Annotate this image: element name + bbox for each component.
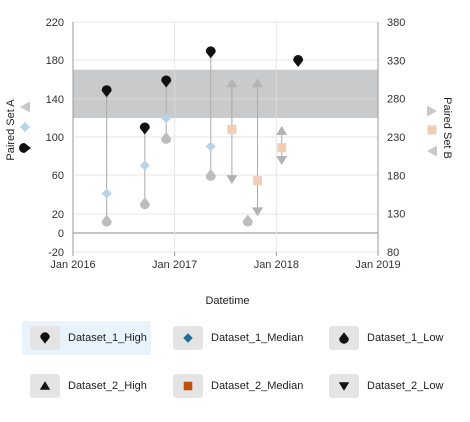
- threshold-band: [73, 69, 378, 118]
- drop-icon: [30, 326, 60, 350]
- y-left-tick-label: 20: [52, 209, 64, 221]
- legend-label: Dataset_2_Median: [211, 380, 304, 392]
- data-point: [252, 207, 264, 217]
- data-point: [161, 113, 172, 123]
- drop-inverse-icon: [329, 326, 359, 350]
- legend-label: Dataset_1_Median: [211, 332, 304, 344]
- y-left-tick-label: 100: [46, 132, 64, 144]
- data-point: [101, 214, 112, 227]
- legend-marker: [40, 332, 50, 344]
- data-point: [205, 46, 216, 59]
- diamond-icon: [173, 326, 203, 350]
- y-right-tick-label: 330: [387, 55, 405, 67]
- axis-legend-right-marker: [427, 125, 437, 135]
- legend-item-dataset-1-median[interactable]: Dataset_1_Median: [165, 321, 315, 355]
- legend-marker: [183, 381, 193, 391]
- triangle-up-icon: [30, 374, 60, 398]
- legend-item-dataset-1-low[interactable]: Dataset_1_Low: [321, 321, 461, 355]
- data-point: [293, 54, 304, 67]
- y-right-tick-label: 280: [387, 94, 405, 106]
- series-dataset-1-low: [101, 131, 253, 227]
- data-point: [226, 175, 238, 185]
- y-right-tick-label: 230: [387, 132, 405, 144]
- legend-marker: [338, 382, 350, 391]
- x-tick-label: Jan 2016: [50, 259, 95, 271]
- data-point: [139, 160, 150, 171]
- y-right-tick-label: 80: [387, 247, 399, 259]
- legend-label: Dataset_1_High: [68, 332, 147, 344]
- axis-legend-left-marker: [20, 122, 30, 132]
- legend-marker: [183, 333, 193, 343]
- legend-marker: [39, 381, 51, 390]
- x-axis-title: Datetime: [205, 295, 249, 307]
- data-point: [101, 188, 112, 199]
- y-left-tick-label: -20: [48, 247, 64, 259]
- data-point: [276, 125, 288, 135]
- data-point: [277, 143, 287, 153]
- data-point: [139, 197, 150, 210]
- data-point: [101, 85, 112, 98]
- legend-item-dataset-2-high[interactable]: Dataset_2_High: [22, 369, 151, 403]
- axis-legend-right-marker: [427, 145, 437, 157]
- y-left-tick-label: 60: [52, 170, 64, 182]
- data-point: [242, 214, 253, 227]
- y-left-axis-title: Paired Set A: [5, 99, 17, 161]
- legend-label: Dataset_2_High: [68, 380, 147, 392]
- data-point: [276, 156, 288, 165]
- series-dataset-2-high: [226, 78, 288, 135]
- y-right-tick-label: 130: [387, 209, 405, 221]
- legend-item-dataset-1-high[interactable]: Dataset_1_High: [22, 321, 151, 355]
- series-dataset-1-median: [101, 113, 216, 199]
- series-dataset-2-low: [226, 156, 288, 217]
- data-point: [226, 78, 238, 88]
- data-point: [205, 169, 216, 181]
- y-right-axis-title: Paired Set B: [441, 97, 453, 159]
- y-left-tick-label: 140: [46, 94, 64, 106]
- data-point: [227, 124, 237, 134]
- axis-legend-right-marker: [427, 105, 437, 117]
- legend-marker: [339, 332, 349, 344]
- axis-legend-left-marker: [19, 143, 31, 153]
- y-left-tick-label: 220: [46, 17, 64, 29]
- data-point: [205, 141, 216, 152]
- x-tick-label: Jan 2017: [152, 259, 197, 271]
- series-dataset-1-high: [101, 46, 304, 135]
- x-tick-label: Jan 2019: [355, 259, 400, 271]
- data-point: [161, 131, 172, 144]
- data-point: [253, 176, 263, 186]
- y-right-tick-label: 180: [387, 170, 405, 182]
- data-point: [252, 78, 264, 88]
- data-point: [139, 122, 150, 135]
- y-right-tick-label: 380: [387, 17, 405, 29]
- legend-item-dataset-2-median[interactable]: Dataset_2_Median: [165, 369, 315, 403]
- series-dataset-2-median: [227, 124, 287, 186]
- legend-label: Dataset_1_Low: [367, 332, 444, 344]
- axis-legend-left-marker: [20, 101, 30, 113]
- square-icon: [173, 374, 203, 398]
- legend-label: Dataset_2_Low: [367, 380, 444, 392]
- data-point: [161, 75, 172, 88]
- triangle-down-icon: [329, 374, 359, 398]
- legend-item-dataset-2-low[interactable]: Dataset_2_Low: [321, 369, 461, 403]
- y-left-tick-label: 0: [58, 228, 64, 240]
- x-tick-label: Jan 2018: [254, 259, 299, 271]
- y-left-tick-label: 180: [46, 55, 64, 67]
